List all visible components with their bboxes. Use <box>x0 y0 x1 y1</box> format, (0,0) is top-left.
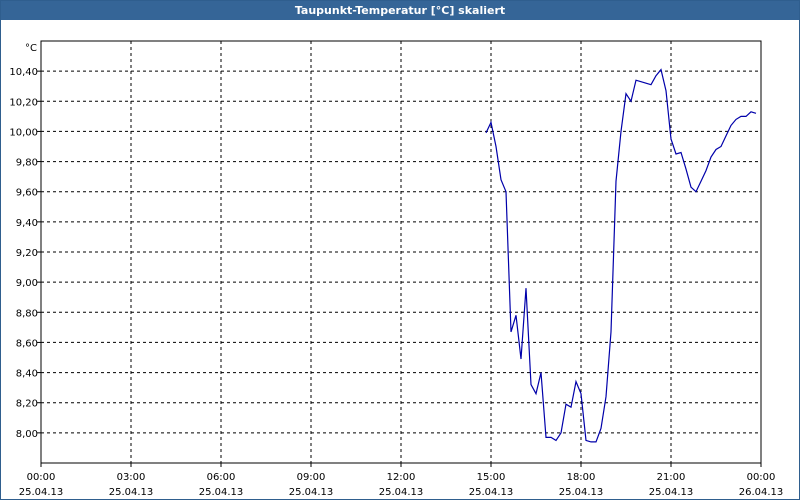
grid-lines <box>41 41 761 463</box>
x-tick-time-label: 15:00 <box>477 472 506 483</box>
y-tick-label: 9,60 <box>16 188 38 199</box>
chart-title: Taupunkt-Temperatur [°C] skaliert <box>1 1 799 20</box>
y-tick-label: 9,80 <box>16 158 38 169</box>
x-tick-date-label: 25.04.13 <box>109 487 154 498</box>
x-tick-time-label: 18:00 <box>567 472 596 483</box>
x-tick-time-label: 12:00 <box>387 472 416 483</box>
y-unit-label: °C <box>25 43 37 54</box>
series-line <box>485 68 757 443</box>
y-tick-label: 10,00 <box>9 127 38 138</box>
y-tick-label: 8,80 <box>16 308 38 319</box>
x-tick-time-label: 06:00 <box>207 472 236 483</box>
y-tick-label: 9,20 <box>16 248 38 259</box>
y-axis-ticks: 8,00 8,20 8,40 8,60 8,80 9,00 9,20 9,40 9,60 9,80… <box>9 67 41 440</box>
x-tick-date-label: 25.04.13 <box>19 487 64 498</box>
x-tick-time-label: 00:00 <box>747 472 776 483</box>
y-tick-label: 10,40 <box>9 67 38 78</box>
y-tick-label: 9,00 <box>16 278 38 289</box>
y-tick-label: 10,20 <box>9 97 38 108</box>
x-tick-date-label: 25.04.13 <box>649 487 694 498</box>
x-tick-time-label: 00:00 <box>27 472 56 483</box>
y-tick-label: 8,00 <box>16 429 38 440</box>
x-tick-date-label: 25.04.13 <box>379 487 424 498</box>
x-tick-date-label: 25.04.13 <box>469 487 514 498</box>
x-tick-time-label: 21:00 <box>657 472 686 483</box>
y-tick-label: 8,60 <box>16 338 38 349</box>
x-tick-date-label: 25.04.13 <box>199 487 244 498</box>
x-tick-date-label: 25.04.13 <box>559 487 604 498</box>
x-tick-date-label: 26.04.13 <box>739 487 784 498</box>
x-tick-time-label: 03:00 <box>117 472 146 483</box>
series-group <box>485 68 757 443</box>
y-tick-label: 9,40 <box>16 218 38 229</box>
x-tick-date-label: 25.04.13 <box>289 487 334 498</box>
x-axis-ticks: 00:00 25.04.13 03:00 25.04.13 06:00 25.04.13 0… <box>19 463 784 498</box>
x-tick-time-label: 09:00 <box>297 472 326 483</box>
y-tick-label: 8,40 <box>16 369 38 380</box>
y-tick-label: 8,20 <box>16 399 38 410</box>
